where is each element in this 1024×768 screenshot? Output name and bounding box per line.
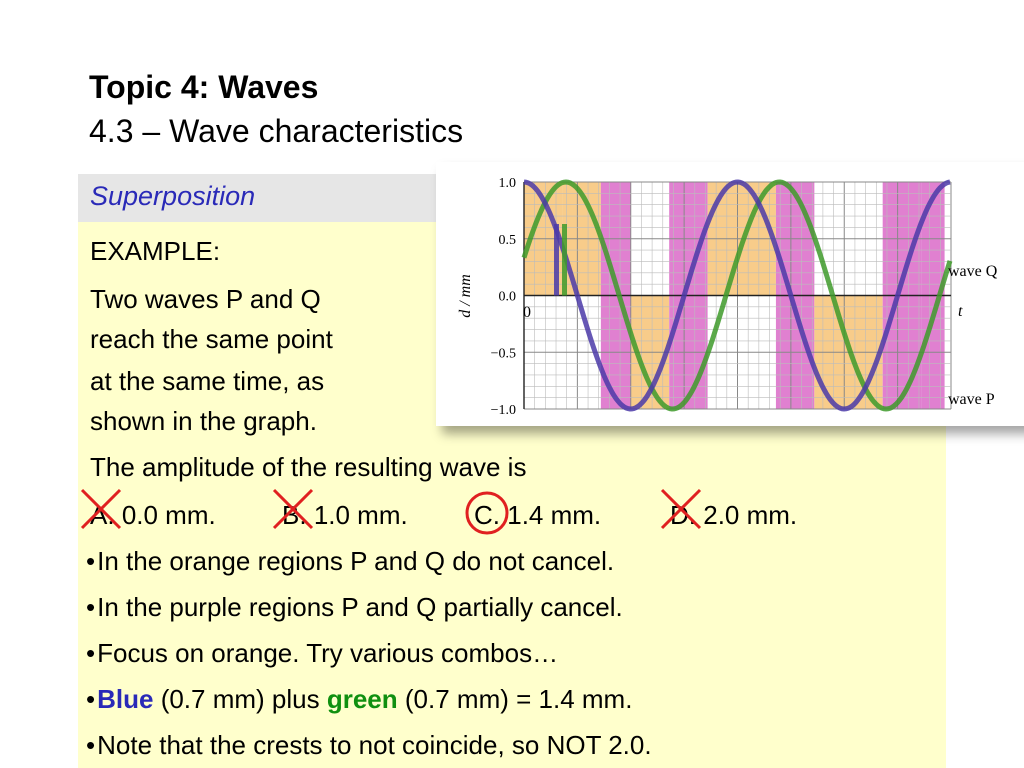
example-line-3: at the same time, as xyxy=(90,366,325,396)
slide-title: Topic 4: Waves xyxy=(89,69,319,105)
y-tick-label: −1.0 xyxy=(491,403,516,418)
bullet-sum: •Blue (0.7 mm) plus green (0.7 mm) = 1.4… xyxy=(86,684,632,714)
y-tick-label: −0.5 xyxy=(491,346,516,361)
origin-label: 0 xyxy=(523,304,531,321)
circle-mark-icon-c xyxy=(465,491,509,535)
option-a: A. 0.0 mm. xyxy=(90,500,216,530)
question-text: The amplitude of the resulting wave is xyxy=(90,452,527,482)
bullet-icon: • xyxy=(86,684,96,714)
option-c-letter: C. xyxy=(474,500,500,530)
bullet-focus: •Focus on orange. Try various combos… xyxy=(86,638,558,668)
option-c: C. 1.4 mm. xyxy=(474,500,601,530)
option-b-text: 1.0 mm. xyxy=(313,500,408,530)
wave-p-curve xyxy=(523,179,951,412)
wave-q-curve xyxy=(521,179,953,412)
wave-q-label: wave Q xyxy=(948,263,998,280)
wave-curves xyxy=(521,179,953,412)
bullet-purple: •In the purple regions P and Q partially… xyxy=(86,592,623,622)
bullet-crests: •Note that the crests to not coincide, s… xyxy=(86,730,652,760)
wave-p-height-bar xyxy=(554,224,559,296)
x-axis-label: t xyxy=(958,303,963,320)
cross-mark-icon-b xyxy=(272,488,314,530)
example-line-4: shown in the graph. xyxy=(90,406,317,436)
y-tick-label: 0.0 xyxy=(499,290,517,305)
wave-p-label: wave P xyxy=(948,391,995,408)
section-header-bar: Superposition xyxy=(78,174,446,222)
option-b: B. 1.0 mm. xyxy=(282,500,408,530)
bullet-orange: •In the orange regions P and Q do not ca… xyxy=(86,546,614,576)
bullet-focus-text: Focus on orange. Try various combos… xyxy=(97,638,559,668)
y-tick-label: 0.5 xyxy=(499,233,517,248)
option-c-text: 1.4 mm. xyxy=(507,500,602,530)
bullet-purple-text: In the purple regions P and Q partially … xyxy=(97,592,623,622)
wave-graph: 1.0 0.5 0.0 −0.5 −1.0 d / mm 0 t wave Q wave… xyxy=(457,176,998,418)
y-tick-label: 1.0 xyxy=(499,176,517,191)
bullet-icon: • xyxy=(86,546,96,576)
wave-graph-card: 1.0 0.5 0.0 −0.5 −1.0 d / mm 0 t wave Q wave… xyxy=(436,162,1024,426)
bullet-crests-text: Note that the crests to not coincide, so… xyxy=(97,730,652,760)
y-axis-label: d / mm xyxy=(457,274,474,318)
bullet-sum-end: (0.7 mm) = 1.4 mm. xyxy=(404,684,633,714)
example-line-2: reach the same point xyxy=(90,324,333,354)
cross-mark-icon-d xyxy=(660,488,702,530)
bullet-icon: • xyxy=(86,730,96,760)
slide-subtitle: 4.3 – Wave characteristics xyxy=(89,113,464,149)
blue-word: Blue xyxy=(97,684,154,714)
section-label: Superposition xyxy=(90,181,256,211)
bullet-sum-mid: (0.7 mm) plus xyxy=(160,684,320,714)
example-line-1: Two waves P and Q xyxy=(90,284,321,314)
cross-mark-icon-a xyxy=(80,488,122,530)
bullet-orange-text: In the orange regions P and Q do not can… xyxy=(97,546,615,576)
option-a-text: 0.0 mm. xyxy=(121,500,216,530)
wave-q-height-bar xyxy=(562,224,567,296)
green-word: green xyxy=(326,684,398,714)
example-heading: EXAMPLE: xyxy=(90,236,221,266)
grid-lines xyxy=(523,181,952,410)
y-tick-labels: 1.0 0.5 0.0 −0.5 −1.0 xyxy=(491,176,516,418)
bullet-icon: • xyxy=(86,638,96,668)
option-d-text: 2.0 mm. xyxy=(703,500,798,530)
bullet-icon: • xyxy=(86,592,96,622)
option-d: D. 2.0 mm. xyxy=(670,500,797,530)
